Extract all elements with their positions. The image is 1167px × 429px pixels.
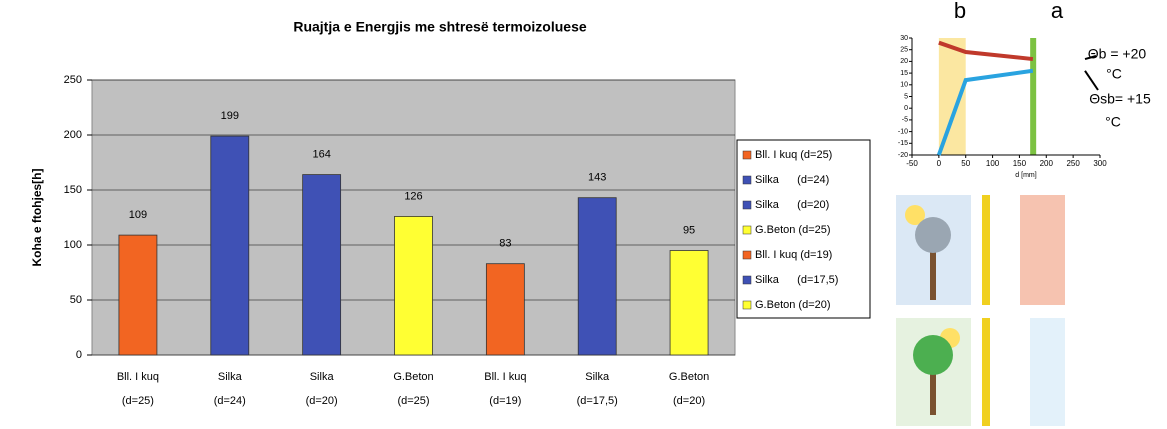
y-tick-label: 200 [64,129,82,141]
x-tick-label: Silka [585,371,610,383]
y-tick-label: 50 [70,294,82,306]
tree-crown [913,335,953,375]
legend-label: G.Beton (d=25) [755,224,831,236]
legend-label: G.Beton (d=20) [755,299,831,311]
legend-swatch [743,251,751,259]
y-tick-label: 20 [900,58,908,65]
tree-crown [915,217,951,253]
wall [982,195,990,305]
y-tick-label: 0 [76,349,82,361]
y-tick-label: 150 [64,184,82,196]
legend-swatch [743,301,751,309]
legend-label: Bll. I kuq (d=25) [755,149,832,161]
arrow [1085,71,1098,90]
x-tick-label: Silka [218,371,243,383]
x-tick-label: 0 [937,159,942,168]
x-tick-label: 150 [1013,159,1027,168]
y-tick-label: -10 [898,128,908,135]
x-tick-label: 300 [1093,159,1107,168]
x-tick-label: (d=20) [306,395,338,407]
x-tick-label: Silka [310,371,335,383]
wall-panel [1030,318,1065,426]
value-label: 95 [683,224,695,236]
bar [395,216,433,355]
x-tick-label: (d=17,5) [577,395,618,407]
x-tick-label: (d=25) [397,395,429,407]
x-tick-label: (d=20) [673,395,705,407]
legend-swatch [743,201,751,209]
bar [486,264,524,355]
x-tick-label: 50 [961,159,970,168]
x-tick-label: 200 [1040,159,1054,168]
y-tick-label: -5 [902,117,908,124]
annotation: a [1051,0,1064,23]
y-tick-label: 100 [64,239,82,251]
value-label: 83 [499,238,511,250]
value-label: 126 [404,190,422,202]
annotation: °C [1105,114,1121,130]
y-tick-label: 15 [900,70,908,77]
legend-swatch [743,226,751,234]
value-label: 109 [129,209,147,221]
x-tick-label: 250 [1066,159,1080,168]
value-label: 164 [312,149,330,161]
y-tick-label: 0 [904,105,908,112]
x-tick-label: Bll. I kuq [117,371,159,383]
wall-panel [1020,195,1065,305]
value-label: 199 [221,110,239,122]
legend-label: Silka (d=17,5) [755,274,838,286]
value-label: 143 [588,172,606,184]
bar [119,235,157,355]
annotation: Θsb= +15 [1089,91,1151,107]
bar [211,136,249,355]
y-axis-label: Koha e ftohjes[h] [30,168,44,266]
y-tick-label: 250 [64,74,82,86]
x-tick-label: (d=24) [214,395,246,407]
annotation: b [954,0,966,23]
bar [670,251,708,356]
x-tick-label: 100 [986,159,1000,168]
y-tick-label: 10 [900,82,908,89]
annotation: Θb = +20 [1088,46,1147,62]
x-tick-label: -50 [906,159,918,168]
layer-wall [1030,38,1036,155]
wall [982,318,990,426]
y-tick-label: -20 [898,152,908,159]
bar [578,198,616,355]
x-axis-label: d [mm] [1015,172,1036,179]
x-tick-label: (d=25) [122,395,154,407]
x-tick-label: Bll. I kuq [484,371,526,383]
legend-label: Bll. I kuq (d=19) [755,249,832,261]
x-tick-label: (d=19) [489,395,521,407]
legend-swatch [743,276,751,284]
y-tick-label: 30 [900,35,908,42]
chart-title: Ruajtja e Energjis me shtresë termoizolu… [293,19,587,35]
y-tick-label: -15 [898,140,908,147]
y-tick-label: 5 [904,93,908,100]
x-tick-label: G.Beton [669,371,709,383]
illustration [896,195,1065,426]
legend-label: Silka (d=20) [755,199,829,211]
legend-swatch [743,176,751,184]
annotation: °C [1106,66,1122,82]
page: Ruajtja e Energjis me shtresë termoizolu… [0,0,1167,429]
bar [303,175,341,355]
y-tick-label: 25 [900,47,908,54]
legend-swatch [743,151,751,159]
legend-label: Silka (d=24) [755,174,829,186]
x-tick-label: G.Beton [393,371,433,383]
